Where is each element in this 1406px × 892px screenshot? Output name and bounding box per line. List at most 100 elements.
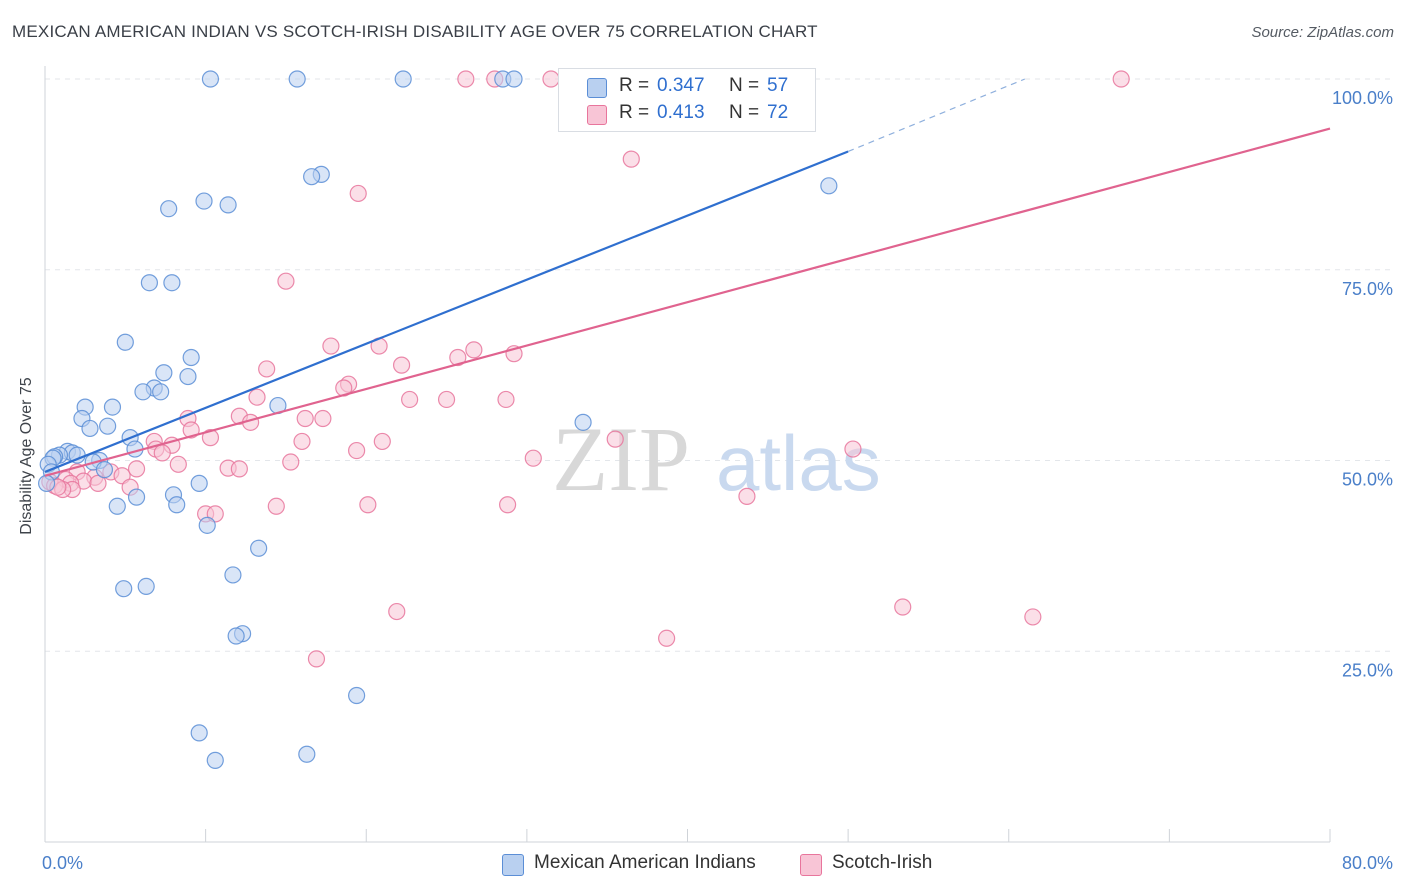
data-point (103, 398, 122, 416)
data-point (574, 413, 592, 431)
data-point (392, 356, 411, 374)
legend-r-label: R = (619, 75, 650, 96)
data-point (168, 496, 186, 514)
data-point (190, 474, 208, 492)
data-point (497, 390, 515, 409)
data-point (115, 580, 133, 598)
data-point (89, 474, 107, 492)
data-point (127, 460, 146, 478)
data-point (230, 460, 248, 478)
legend-r-label: R = (619, 102, 650, 123)
data-point (190, 724, 208, 742)
y-tick-label: 25.0% (1342, 660, 1393, 680)
legend-n-label: N = (729, 102, 760, 123)
trend-line-extension (847, 78, 1026, 153)
data-point (449, 348, 467, 367)
data-point (542, 70, 560, 88)
data-point (182, 348, 200, 367)
data-point (622, 150, 640, 168)
data-point (457, 70, 475, 88)
data-point (658, 629, 676, 647)
data-point (163, 274, 181, 292)
gridlines (45, 78, 1392, 652)
data-point (219, 196, 237, 214)
data-point (303, 168, 321, 186)
data-point (348, 686, 366, 705)
data-point (282, 453, 300, 471)
data-point (401, 390, 419, 409)
data-point (250, 539, 268, 557)
data-point (137, 577, 155, 595)
chart-title: MEXICAN AMERICAN INDIAN VS SCOTCH-IRISH … (12, 22, 818, 41)
data-point (437, 390, 456, 409)
data-point (179, 367, 197, 386)
bottom-legend-swatch-blue (502, 854, 524, 876)
data-point (820, 177, 838, 195)
data-point (505, 70, 523, 88)
data-point (322, 337, 340, 355)
data-point (248, 388, 266, 406)
data-point (267, 497, 285, 515)
data-point (224, 566, 242, 584)
data-point (152, 383, 170, 401)
watermark-zip: ZIP (552, 408, 690, 510)
data-point (153, 444, 171, 462)
source-label: Source: ZipAtlas.com (1251, 24, 1394, 41)
trend-line (44, 127, 1331, 477)
data-point (38, 474, 56, 492)
data-point (160, 200, 178, 218)
bottom-legend-label: Scotch-Irish (832, 852, 933, 873)
data-point (349, 184, 367, 203)
data-point (1112, 70, 1130, 88)
data-point (314, 409, 332, 428)
data-point (195, 192, 213, 210)
legend-n-label: N = (729, 75, 760, 96)
data-point (127, 488, 146, 506)
data-point (499, 496, 517, 514)
legend: R = 0.347 N = 57 R = 0.413 N = 72 (558, 68, 816, 132)
data-point (116, 333, 134, 351)
data-point (258, 360, 276, 378)
data-point (201, 70, 220, 88)
data-point (169, 455, 187, 473)
data-point (1024, 608, 1042, 626)
data-point (348, 441, 366, 460)
data-point (201, 429, 220, 447)
data-point (293, 432, 311, 451)
axes (44, 66, 1331, 843)
tick-labels: 100.0% 75.0% 50.0% 25.0% 0.0% 80.0% (42, 88, 1393, 873)
data-point (288, 70, 306, 88)
legend-swatch-blue (587, 78, 607, 98)
data-point (140, 274, 159, 292)
data-point (373, 432, 391, 451)
legend-r-value: 0.413 (657, 102, 705, 123)
data-point (155, 364, 173, 382)
data-points (38, 70, 1130, 769)
legend-n-value: 72 (767, 102, 789, 123)
data-point (465, 341, 483, 359)
data-point (844, 440, 862, 458)
legend-r-value: 0.347 (657, 75, 705, 96)
legend-swatch-pink (587, 105, 607, 125)
data-point (182, 421, 200, 439)
data-point (394, 70, 412, 88)
data-point (198, 516, 216, 534)
legend-n-value: 57 (767, 75, 789, 96)
bottom-legend-label: Mexican American Indians (534, 852, 756, 873)
data-point (296, 409, 314, 428)
data-point (206, 751, 224, 769)
trend-line (44, 150, 849, 473)
data-point (298, 745, 316, 763)
data-point (307, 650, 326, 668)
data-point (606, 430, 624, 448)
data-point (359, 496, 377, 514)
y-tick-label: 50.0% (1342, 470, 1393, 490)
data-point (894, 598, 912, 616)
data-point (738, 487, 756, 505)
data-point (81, 419, 99, 438)
data-point (227, 627, 245, 645)
data-point (95, 461, 114, 479)
y-tick-label: 75.0% (1342, 279, 1393, 299)
data-point (277, 272, 295, 290)
